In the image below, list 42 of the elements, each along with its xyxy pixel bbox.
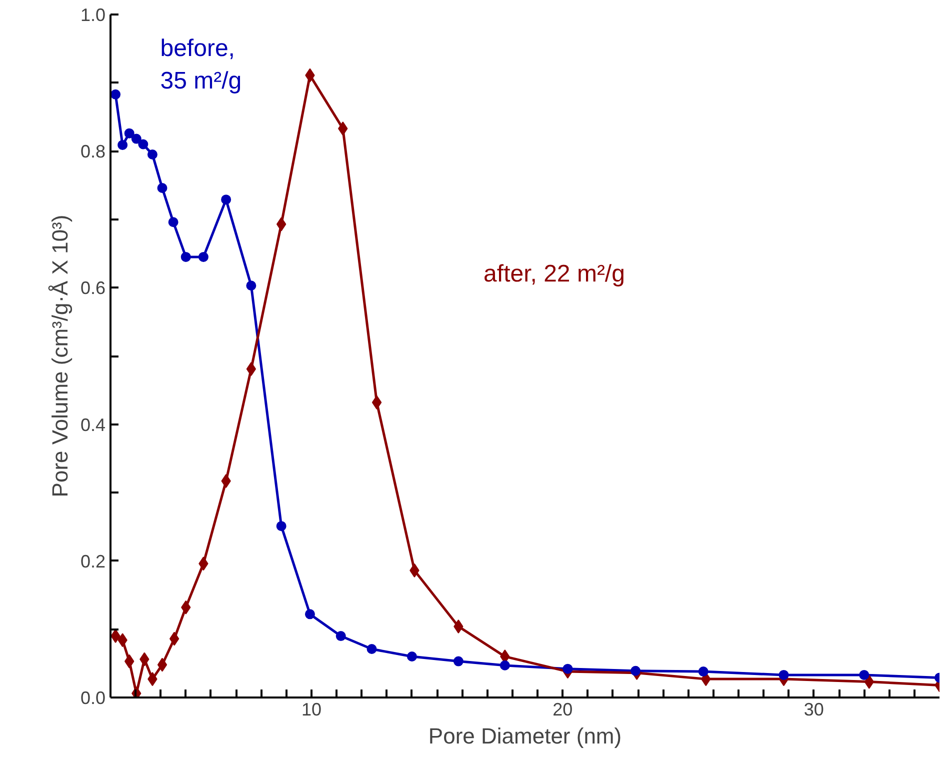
point (157, 658, 168, 672)
point (118, 140, 128, 150)
point (276, 217, 286, 232)
point (168, 217, 178, 228)
y-tick-label: 0.2 (80, 551, 106, 572)
point (500, 660, 510, 670)
point (859, 670, 870, 680)
point (157, 182, 168, 193)
point (630, 666, 641, 676)
text: after, 22 m²/g (484, 260, 625, 288)
point (131, 134, 142, 144)
y-tick-label: 1.0 (80, 5, 106, 25)
point (246, 362, 256, 376)
y-axis-title: Pore Volume (cm³/g·Å X 10³) (47, 214, 72, 498)
point (336, 631, 346, 642)
x-tick-label: 30 (804, 700, 824, 720)
point (198, 252, 208, 262)
y-tick-label: 0.8 (80, 142, 106, 162)
point (372, 395, 382, 410)
y-tick-label: 0.0 (80, 688, 106, 708)
x-axis-title: Pore Diameter (nm) (428, 724, 622, 748)
point (366, 644, 377, 654)
point (276, 521, 286, 532)
x-tick-label: 10 (301, 700, 322, 720)
point (221, 194, 232, 205)
point (453, 656, 464, 666)
point (180, 252, 191, 262)
point (110, 89, 121, 100)
y-tick-label: 0.6 (80, 278, 106, 298)
point (698, 666, 708, 677)
x-tick-label: 20 (552, 700, 573, 720)
point (246, 280, 256, 291)
point (406, 652, 417, 662)
point (169, 632, 180, 646)
series-label: before, 35 m²/g (160, 34, 242, 94)
point (147, 150, 158, 160)
y-tick-label: 0.4 (80, 414, 106, 435)
point (778, 670, 789, 680)
point (304, 609, 315, 620)
point (124, 128, 134, 138)
point (138, 139, 148, 150)
point (562, 664, 573, 674)
